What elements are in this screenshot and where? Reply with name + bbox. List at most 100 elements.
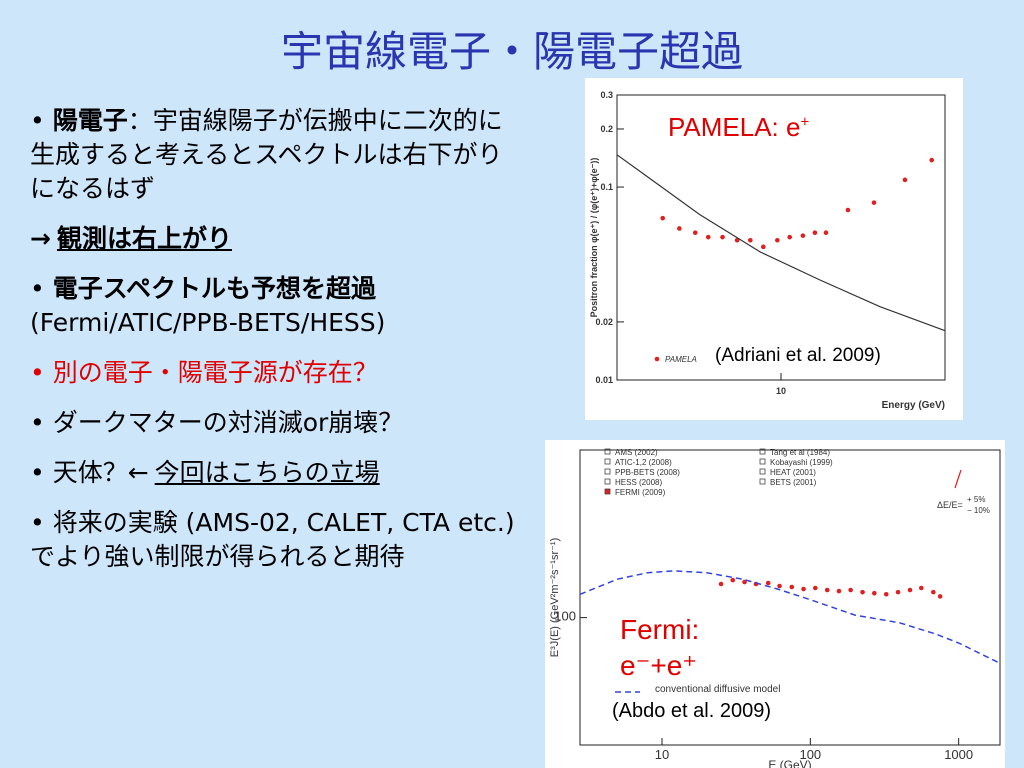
data-point [929,157,935,163]
data-point [765,580,771,586]
data-point [705,234,711,240]
legend-label: HESS (2008) [615,478,662,487]
data-point [902,177,908,183]
curve [616,154,946,332]
data-point [748,237,753,243]
y-axis-label: Positron fraction φ(e⁺) / (φ(e⁺)+φ(e⁻)) [589,158,599,318]
bullet-text: 陽電子 [52,106,128,135]
data-point [660,215,666,221]
legend-marker [604,448,611,455]
data-point [742,579,747,585]
bullet-item: 電子スペクトルも予想を超過 (Fermi/ATIC/PPB-BETS/HESS) [30,272,520,340]
bullet-text: ：宇宙線陽子が伝搬中に二次的に生成すると考えるとスペクトルは右下がりになるはず [30,106,503,203]
data-point [931,589,936,595]
resolution-label: ΔE/E= [937,500,963,510]
legend-label: FERMI (2009) [615,488,666,497]
plot-frame [579,449,1001,746]
data-point [761,244,766,250]
data-point [734,237,740,243]
citation: (Adriani et al. 2009) [715,345,881,366]
data-point [845,207,851,213]
caption-text: PAMELA: e [668,112,801,142]
pamela-figure: 10 0.01 0.02 0.1 0.2 0.3 Energy (GeV) Positron … [585,78,963,420]
figure-caption: PAMELA: e+ [668,112,809,143]
legend-marker [759,448,766,455]
bullet-text: 別の電子・陽電子源が存在？ [52,358,378,387]
bullet-text: → [30,224,51,253]
legend-marker [604,478,611,485]
data-point [907,587,913,593]
legend-marker [759,478,766,485]
bullet-text: 観測は右上がり [56,224,232,253]
bullet-list: 陽電子：宇宙線陽子が伝搬中に二次的に生成すると考えるとスペクトルは右下がりになる… [30,104,520,590]
caption-line: e⁻+e⁺ [620,650,698,681]
bullet-item: 別の電子・陽電子源が存在？ [30,356,520,390]
data-point [787,234,793,240]
legend-label: AMS (2002) [615,448,658,457]
legend-marker [604,488,611,495]
data-point [860,589,865,595]
data-point [801,586,806,592]
bullet-item: 将来の実験 (AMS-02, CALET, CTA etc.)でより強い制限が得… [30,506,520,574]
data-point [848,587,853,593]
data-point [836,588,842,594]
data-point [730,577,736,583]
legend-marker [759,468,766,475]
legend-label: Tang et al (1984) [770,448,830,457]
data-point [937,594,943,599]
legend-label: HEAT (2001) [770,468,816,477]
x-tick-label: 10 [655,747,669,762]
bullet-text: (Fermi/ATIC/PPB-BETS/HESS) [30,308,386,337]
data-point [677,226,682,231]
x-tick-label: 1000 [944,747,973,762]
data-point [775,237,780,243]
legend-marker [604,458,611,465]
data-point [895,589,901,595]
bullet-text: 天体？← [52,458,149,487]
legend-label: conventional diffusive model [655,684,780,695]
data-point [720,234,725,240]
resolution-bound: − 10% [967,506,990,515]
legend-label: PPB-BETS (2008) [615,468,680,477]
caption-line: Fermi: [620,614,700,645]
data-point [919,585,924,591]
curve [579,570,1001,664]
data-point [872,590,877,596]
legend-marker [654,356,660,362]
legend-marker [759,458,766,465]
slide-title: 宇宙線電子・陽電子超過 [280,27,743,76]
bullet-item: ダークマターの対消滅or崩壊？ [30,406,520,440]
data-point [823,230,829,236]
caption-sup: + [800,113,810,131]
data-point [777,583,782,589]
data-point [824,587,830,593]
y-tick-label: 0.2 [600,124,613,134]
data-point [883,591,889,597]
resolution-arrow [954,469,962,489]
bullet-text: 将来の実験 (AMS-02, CALET, CTA etc.)でより強い制限が得… [30,508,515,571]
data-point [692,230,698,236]
bullet-text: ダークマターの対消滅or崩壊？ [52,408,404,437]
bullet-item: → 観測は右上がり [30,222,520,256]
data-point [800,233,806,238]
x-axis-label: Energy (GeV) [882,400,945,411]
y-tick-label: 0.1 [600,182,613,192]
figure-caption: Fermi: e⁻+e⁺ [620,612,699,684]
bullet-text: 電子スペクトルも予想を超過 [52,274,376,303]
bullet-text: 今回はこちらの立場 [154,458,380,487]
legend-label: BETS (2001) [770,478,817,487]
y-axis-label: E³J(E) (GeV²m⁻²s⁻¹sr⁻¹) [549,538,561,657]
x-tick-label: 10 [776,386,786,396]
citation: (Abdo et al. 2009) [612,700,771,722]
resolution-bound: + 5% [967,495,985,504]
y-tick-label: 100 [554,609,576,624]
x-tick-label: 100 [799,747,821,762]
legend-label: ATIC-1,2 (2008) [615,458,672,467]
legend-label: PAMELA [665,355,697,364]
data-point [871,200,877,205]
data-point [718,581,724,587]
legend-marker [604,468,611,475]
data-point [812,230,818,236]
